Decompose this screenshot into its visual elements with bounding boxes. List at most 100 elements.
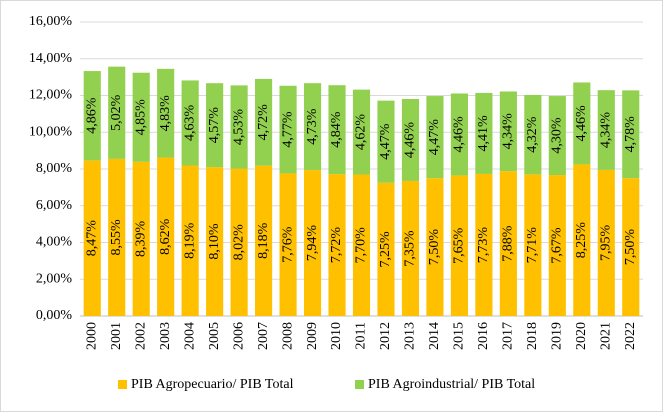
- bar-segment: [279, 85, 297, 174]
- value-label: 7,70%: [354, 227, 369, 264]
- value-label: 4,57%: [207, 107, 222, 144]
- value-label: 4,83%: [158, 95, 173, 132]
- value-label: 4,34%: [599, 112, 614, 149]
- bar-segment: [524, 94, 542, 175]
- value-label: 8,19%: [182, 222, 197, 259]
- value-label: 8,10%: [207, 223, 222, 259]
- value-label: 7,73%: [476, 227, 491, 264]
- bar-segment: [157, 157, 175, 316]
- bar-segment: [181, 165, 199, 316]
- bar-segment: [230, 168, 248, 316]
- value-label: 4,30%: [550, 117, 565, 154]
- bar-segment: [573, 82, 591, 165]
- bar-segment: [328, 85, 346, 175]
- bar-segment: [377, 182, 395, 316]
- x-tick-label: 2020: [574, 322, 589, 350]
- x-tick-label: 2021: [599, 322, 614, 350]
- bar-segment: [622, 178, 640, 316]
- bar-segment: [255, 165, 273, 316]
- value-label: 7,95%: [599, 225, 614, 262]
- value-label: 4,72%: [256, 104, 271, 141]
- legend-label: PIB Agroindustrial/ PIB Total: [368, 377, 535, 392]
- value-label: 7,76%: [280, 226, 295, 263]
- value-label: 4,84%: [329, 111, 344, 148]
- x-tick-label: 2013: [403, 322, 418, 350]
- value-label: 4,62%: [354, 114, 369, 151]
- value-label: 4,63%: [182, 105, 197, 142]
- y-tick-label: 8,00%: [36, 161, 73, 176]
- x-tick-label: 2015: [452, 322, 467, 350]
- value-label: 4,34%: [501, 113, 516, 150]
- bar-segment: [426, 96, 444, 179]
- y-tick-label: 16,00%: [29, 14, 73, 29]
- value-label: 7,67%: [550, 227, 565, 263]
- value-label: 8,55%: [109, 219, 124, 256]
- x-tick-label: 2000: [84, 322, 99, 350]
- value-label: 4,46%: [452, 116, 467, 153]
- y-tick-label: 12,00%: [29, 88, 73, 103]
- bar-segment: [499, 171, 517, 316]
- bar-segment: [450, 93, 468, 176]
- bar-segment: [206, 167, 224, 316]
- bar-segment: [352, 174, 371, 316]
- y-tick-label: 6,00%: [36, 198, 73, 213]
- bar-segment: [108, 158, 126, 316]
- value-label: 4,73%: [305, 108, 320, 145]
- value-label: 8,39%: [133, 221, 148, 258]
- value-label: 4,77%: [280, 111, 295, 148]
- bar-segment: [279, 173, 297, 316]
- value-label: 8,25%: [574, 222, 589, 259]
- bar-segment: [475, 92, 493, 174]
- bar-segment: [83, 71, 101, 161]
- bar-segment: [108, 66, 126, 159]
- bar-segment: [377, 100, 395, 183]
- bar-segment: [206, 83, 224, 168]
- value-label: 4,47%: [378, 123, 393, 160]
- legend-marker: [118, 380, 127, 389]
- y-tick-label: 2,00%: [36, 271, 73, 286]
- bar-segment: [548, 96, 566, 176]
- value-label: 4,47%: [427, 119, 442, 156]
- bar-segment: [450, 175, 468, 316]
- x-tick-label: 2012: [378, 322, 393, 350]
- value-label: 7,94%: [305, 225, 320, 262]
- x-tick-label: 2005: [207, 322, 222, 350]
- bar-segment: [132, 161, 150, 316]
- x-tick-label: 2019: [550, 322, 565, 350]
- y-tick-label: 10,00%: [29, 124, 73, 139]
- x-tick-label: 2016: [476, 322, 491, 350]
- value-label: 8,62%: [158, 218, 173, 255]
- legend-label: PIB Agropecuario/ PIB Total: [131, 377, 294, 392]
- bar-segment: [622, 90, 640, 179]
- x-tick-label: 2003: [158, 322, 173, 350]
- bar-segment: [83, 160, 101, 316]
- value-label: 4,85%: [133, 99, 148, 136]
- value-label: 7,88%: [501, 225, 516, 261]
- bar-segment: [597, 169, 615, 316]
- bar-segment: [157, 68, 175, 158]
- value-label: 7,71%: [525, 227, 540, 264]
- legend-marker: [355, 380, 364, 389]
- value-label: 8,18%: [256, 222, 271, 259]
- value-label: 7,35%: [403, 230, 418, 266]
- x-tick-label: 2011: [354, 322, 369, 349]
- x-tick-label: 2018: [525, 322, 540, 350]
- value-label: 7,25%: [378, 231, 393, 268]
- x-tick-label: 2010: [329, 322, 344, 350]
- y-tick-label: 14,00%: [29, 51, 73, 66]
- bar-segment: [475, 173, 493, 316]
- value-label: 8,02%: [231, 224, 246, 261]
- x-tick-label: 2007: [256, 322, 271, 350]
- value-label: 4,53%: [231, 109, 246, 146]
- bar-segment: [181, 80, 199, 166]
- bar-segment: [255, 78, 273, 166]
- bar-segment: [132, 72, 150, 162]
- y-tick-label: 4,00%: [36, 235, 73, 250]
- x-tick-label: 2001: [109, 322, 124, 350]
- value-label: 7,50%: [427, 229, 442, 266]
- x-tick-label: 2022: [623, 322, 638, 350]
- bar-segment: [328, 174, 346, 316]
- bar-segment: [303, 170, 322, 316]
- value-label: 4,46%: [574, 105, 589, 141]
- x-tick-label: 2008: [280, 322, 295, 350]
